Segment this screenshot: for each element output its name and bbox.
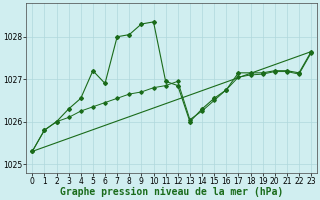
X-axis label: Graphe pression niveau de la mer (hPa): Graphe pression niveau de la mer (hPa) <box>60 187 283 197</box>
